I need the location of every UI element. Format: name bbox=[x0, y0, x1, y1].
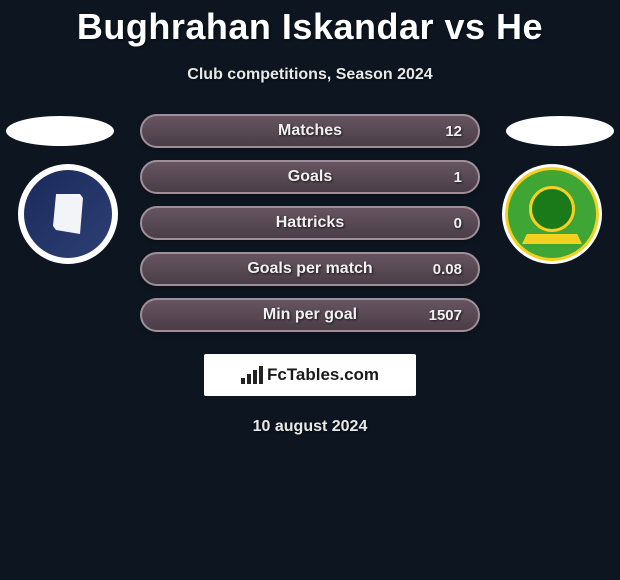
watermark-text: FcTables.com bbox=[267, 365, 379, 385]
stat-label: Hattricks bbox=[276, 214, 344, 232]
stat-label: Goals per match bbox=[247, 260, 372, 278]
right-ellipse-decor bbox=[506, 116, 614, 146]
stat-row-min-per-goal: Min per goal 1507 bbox=[140, 298, 480, 332]
left-ellipse-decor bbox=[6, 116, 114, 146]
stat-value: 0 bbox=[454, 215, 462, 232]
team-badge-right bbox=[502, 164, 602, 264]
stat-row-matches: Matches 12 bbox=[140, 114, 480, 148]
comparison-panel: Matches 12 Goals 1 Hattricks 0 Goals per… bbox=[0, 114, 620, 436]
stat-value: 1507 bbox=[429, 307, 462, 324]
stat-row-goals-per-match: Goals per match 0.08 bbox=[140, 252, 480, 286]
bar-chart-icon bbox=[241, 366, 263, 384]
watermark: FcTables.com bbox=[204, 354, 416, 396]
stat-label: Goals bbox=[288, 168, 332, 186]
date-label: 10 august 2024 bbox=[0, 418, 620, 436]
stat-label: Matches bbox=[278, 122, 342, 140]
stat-label: Min per goal bbox=[263, 306, 357, 324]
page-title: Bughrahan Iskandar vs He bbox=[0, 0, 620, 48]
stat-value: 12 bbox=[445, 123, 462, 140]
stat-value: 1 bbox=[454, 169, 462, 186]
subtitle: Club competitions, Season 2024 bbox=[0, 66, 620, 84]
stat-row-hattricks: Hattricks 0 bbox=[140, 206, 480, 240]
team-crest-left bbox=[24, 170, 112, 258]
team-crest-right bbox=[505, 167, 599, 261]
stat-row-goals: Goals 1 bbox=[140, 160, 480, 194]
stat-value: 0.08 bbox=[433, 261, 462, 278]
stat-rows: Matches 12 Goals 1 Hattricks 0 Goals per… bbox=[140, 114, 480, 332]
team-badge-left bbox=[18, 164, 118, 264]
